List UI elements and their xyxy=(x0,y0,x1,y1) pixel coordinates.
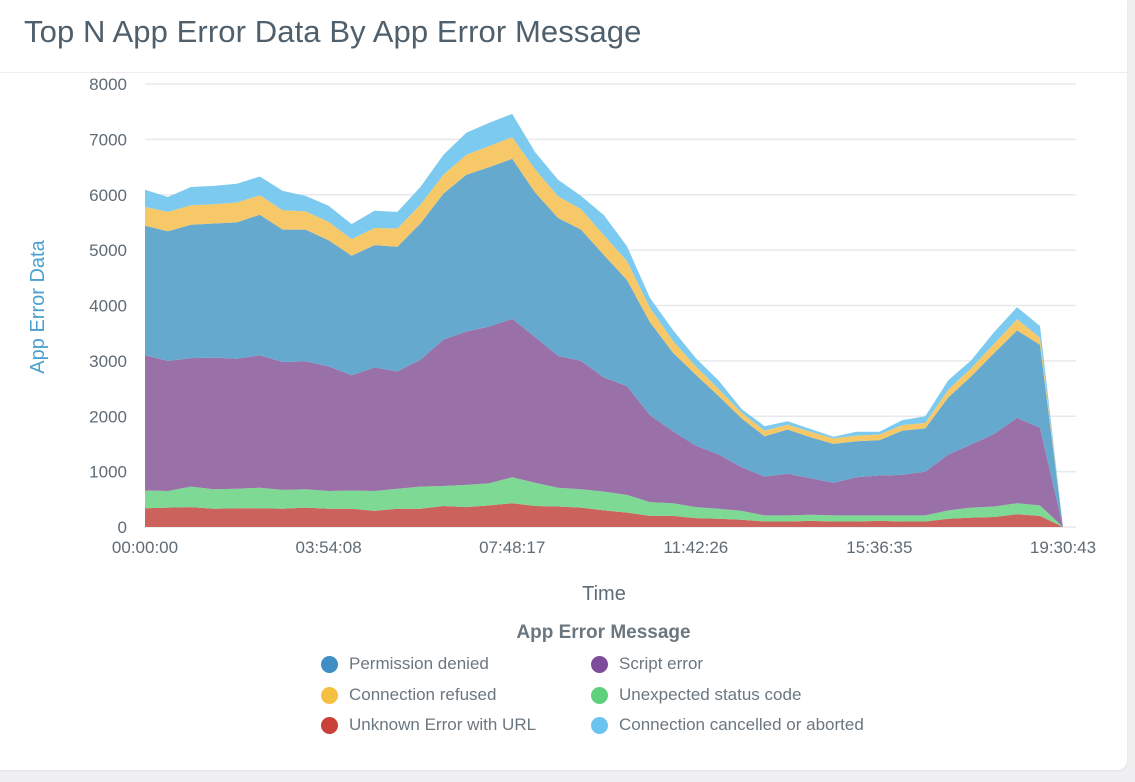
y-tick-label: 8000 xyxy=(89,75,127,94)
y-tick-label: 2000 xyxy=(89,407,127,426)
x-tick-label: 19:30:43 xyxy=(1030,538,1096,557)
x-tick-label: 15:36:35 xyxy=(846,538,912,557)
area-unknown-error-with-url[interactable] xyxy=(145,503,1063,527)
circle-marker-icon xyxy=(591,655,608,673)
legend-item-script-error[interactable]: Script error xyxy=(591,652,703,676)
x-tick-label: 03:54:08 xyxy=(296,538,362,557)
legend-item-permission-denied[interactable]: Permission denied xyxy=(321,652,489,676)
x-axis-ticks: 00:00:00 03:54:08 07:48:17 11:42:26 15:36:35… xyxy=(112,538,1096,557)
x-axis-label: Time xyxy=(582,583,626,605)
legend-label: Connection cancelled or aborted xyxy=(619,715,864,734)
legend-item-connection-refused[interactable]: Connection refused xyxy=(321,683,496,707)
y-tick-label: 1000 xyxy=(89,463,127,482)
legend-label: Script error xyxy=(619,654,704,673)
y-tick-label: 5000 xyxy=(89,241,127,260)
y-tick-label: 6000 xyxy=(89,186,127,205)
circle-marker-icon xyxy=(321,716,338,734)
legend-item-unknown-error-with-url[interactable]: Unknown Error with URL xyxy=(321,713,536,737)
area-permission-denied[interactable] xyxy=(145,158,1063,528)
legend-label: Unknown Error with URL xyxy=(349,715,537,734)
y-tick-label: 7000 xyxy=(89,130,127,149)
area-unexpected-status-code[interactable] xyxy=(145,477,1063,527)
circle-marker-icon xyxy=(591,716,608,734)
chart-title: Top N App Error Data By App Error Messag… xyxy=(24,14,642,49)
legend-item-connection-cancelled-or-aborted[interactable]: Connection cancelled or aborted xyxy=(591,713,864,737)
x-tick-label: 11:42:26 xyxy=(663,538,728,557)
y-tick-label: 0 xyxy=(118,518,127,537)
card-header: Top N App Error Data By App Error Messag… xyxy=(0,0,1127,73)
stacked-area-chart: 0 1000 2000 3000 4000 5000 6000 7000 8000 00:00:… xyxy=(27,75,1096,605)
area-series xyxy=(145,113,1063,528)
area-connection-cancelled-or-aborted[interactable] xyxy=(145,113,1063,528)
area-script-error[interactable] xyxy=(145,318,1063,527)
x-tick-label: 07:48:17 xyxy=(479,538,545,557)
y-tick-label: 3000 xyxy=(89,352,127,371)
legend-label: Connection refused xyxy=(349,685,497,704)
legend-item-unexpected-status-code[interactable]: Unexpected status code xyxy=(591,683,801,707)
area-connection-refused[interactable] xyxy=(145,137,1063,527)
legend-title: App Error Message xyxy=(516,622,691,643)
y-axis-ticks: 0 1000 2000 3000 4000 5000 6000 7000 8000 xyxy=(89,75,127,537)
circle-marker-icon xyxy=(321,655,338,673)
chart-card: Top N App Error Data By App Error Messag… xyxy=(0,0,1127,770)
legend-label: Unexpected status code xyxy=(619,685,802,704)
circle-marker-icon xyxy=(321,686,338,704)
legend-label: Permission denied xyxy=(349,654,489,673)
y-tick-label: 4000 xyxy=(89,297,127,316)
x-tick-label: 00:00:00 xyxy=(112,538,178,557)
circle-marker-icon xyxy=(591,686,608,704)
y-axis-label: App Error Data xyxy=(27,239,49,373)
